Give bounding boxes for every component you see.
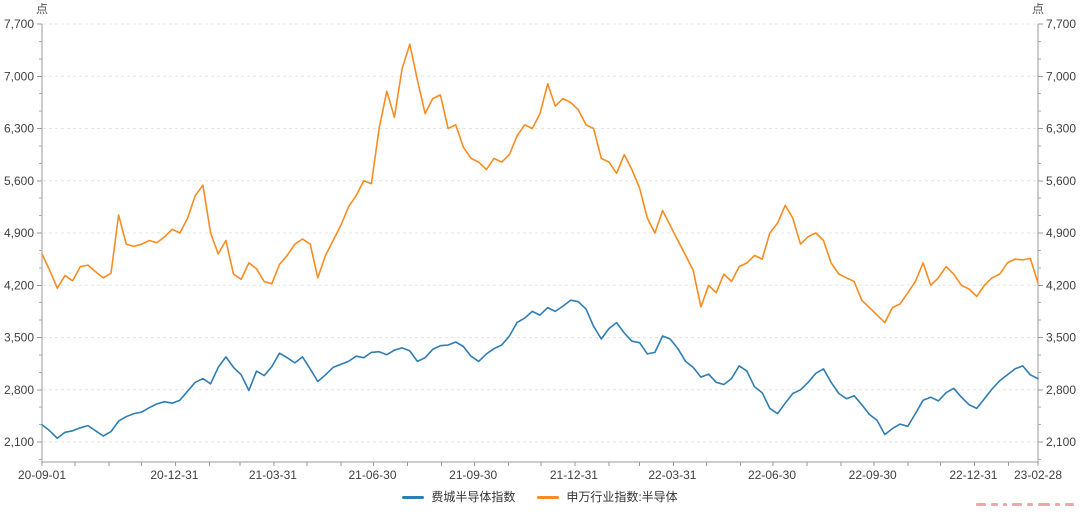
x-tick-label: 20-12-31 — [150, 468, 198, 482]
legend-item-sw-semi[interactable]: 申万行业指数:半导体 — [537, 490, 678, 504]
y-tick-label-left: 3,500 — [4, 331, 34, 345]
legend-label-sw-semi: 申万行业指数:半导体 — [566, 490, 678, 504]
x-tick-label: 21-03-31 — [249, 468, 297, 482]
y-tick-label-left: 5,600 — [4, 174, 34, 188]
x-tick-label: 22-06-30 — [748, 468, 796, 482]
legend: 费城半导体指数 申万行业指数:半导体 — [0, 490, 1080, 504]
y-tick-label-right: 7,700 — [1046, 17, 1076, 31]
y-tick-label-right: 2,100 — [1046, 435, 1076, 449]
series-line-sw-semi — [41, 43, 1039, 324]
legend-swatch-sox — [402, 495, 425, 499]
y-tick-label-right: 5,600 — [1046, 174, 1076, 188]
x-tick-label: 23-02-28 — [1014, 468, 1062, 482]
y-tick-label-left: 4,200 — [4, 278, 34, 292]
y-tick-label-right: 2,800 — [1046, 383, 1076, 397]
x-tick-label: 21-06-30 — [348, 468, 396, 482]
y-tick-label-right: 6,300 — [1046, 122, 1076, 136]
legend-item-sox[interactable]: 费城半导体指数 — [402, 490, 515, 504]
x-tick-label: 21-12-31 — [550, 468, 598, 482]
y-tick-label-left: 4,900 — [4, 226, 34, 240]
legend-swatch-sw-semi — [537, 495, 560, 499]
legend-label-sox: 费城半导体指数 — [431, 490, 516, 504]
x-tick-label: 22-12-31 — [949, 468, 997, 482]
y-tick-label-right: 7,000 — [1046, 69, 1076, 83]
x-tick-label: 22-09-30 — [849, 468, 897, 482]
y-tick-label-left: 6,300 — [4, 122, 34, 136]
x-tick-label: 20-09-01 — [18, 468, 66, 482]
watermark-fragment — [976, 503, 1074, 506]
y-axis-unit-left: 点 — [36, 2, 48, 16]
series-line-sox — [41, 299, 1039, 440]
y-tick-label-right: 4,900 — [1046, 226, 1076, 240]
x-tick-label: 22-03-31 — [648, 468, 696, 482]
y-tick-label-left: 7,700 — [4, 17, 34, 31]
y-axis-unit-right: 点 — [1032, 2, 1044, 16]
y-tick-label-right: 4,200 — [1046, 278, 1076, 292]
y-tick-label-right: 3,500 — [1046, 331, 1076, 345]
y-tick-label-left: 7,000 — [4, 69, 34, 83]
y-tick-label-left: 2,100 — [4, 435, 34, 449]
x-tick-label: 21-09-30 — [449, 468, 497, 482]
y-tick-label-left: 2,800 — [4, 383, 34, 397]
